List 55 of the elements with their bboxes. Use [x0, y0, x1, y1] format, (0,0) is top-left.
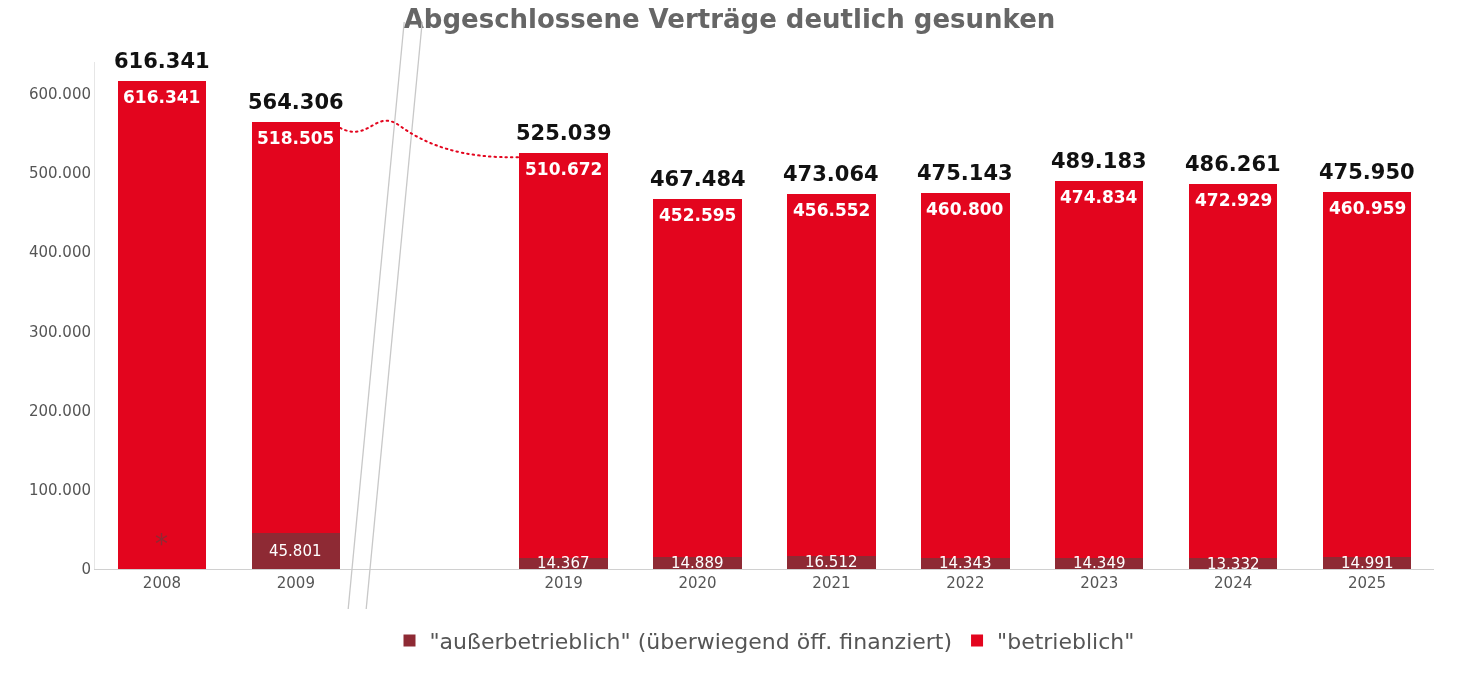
total-label: 486.261 — [1185, 152, 1281, 176]
bar — [1055, 181, 1144, 558]
data-label: 14.343 — [939, 554, 992, 572]
bar — [1188, 183, 1278, 559]
data-label: 510.672 — [525, 159, 603, 179]
data-label: 13.332 — [1207, 555, 1260, 573]
data-label: 616.341 — [123, 87, 201, 107]
x-tick-label: 2021 — [812, 574, 851, 592]
legend-label: "betrieblich" — [997, 629, 1135, 655]
total-label: 489.183 — [1051, 149, 1147, 173]
annotation: * — [155, 529, 168, 559]
bar — [787, 194, 876, 556]
x-tick-label: 2008 — [142, 574, 182, 592]
x-tick-label: 2025 — [1347, 574, 1387, 592]
y-tick-label: 500.000 — [28, 164, 91, 183]
y-tick-label: 100.000 — [28, 481, 91, 500]
data-label: 14.991 — [1341, 554, 1394, 572]
total-label: 525.039 — [516, 121, 612, 145]
data-label: 474.834 — [1060, 187, 1138, 207]
data-label: 456.552 — [793, 200, 871, 220]
y-tick-label: 400.000 — [28, 243, 91, 262]
legend-label: "außerbetrieblich" (überwiegend öff. finanziert) — [429, 629, 953, 655]
total-label: 616.341 — [114, 49, 210, 73]
data-label: 45.801 — [269, 542, 322, 560]
y-tick-label: 0 — [81, 560, 91, 579]
total-label: 467.484 — [650, 167, 746, 191]
bar — [653, 198, 742, 558]
total-label: 473.064 — [783, 162, 879, 186]
total-label: 475.950 — [1319, 160, 1415, 184]
x-tick-label: 2009 — [276, 574, 315, 592]
data-label: 452.595 — [659, 205, 737, 225]
bar — [117, 80, 207, 569]
bar — [251, 121, 341, 533]
x-tick-label: 2024 — [1214, 574, 1253, 592]
bar — [519, 153, 608, 558]
total-label: 475.143 — [917, 161, 1013, 185]
x-tick-label: 2023 — [1080, 574, 1119, 592]
x-tick-label: 2022 — [946, 574, 985, 592]
data-label: 518.505 — [257, 128, 335, 148]
x-tick-label: 2020 — [678, 574, 717, 592]
y-tick-label: 200.000 — [28, 401, 91, 420]
chart-title: Abgeschlossene Verträge deutlich gesunken — [403, 4, 1056, 35]
data-label: 14.367 — [537, 554, 590, 572]
bar — [1322, 191, 1412, 558]
total-label: 564.306 — [248, 90, 344, 114]
data-label: 472.929 — [1195, 190, 1273, 210]
data-label: 14.889 — [671, 554, 724, 572]
data-label: 460.959 — [1329, 198, 1407, 218]
y-tick-label: 300.000 — [28, 322, 91, 341]
bar — [921, 192, 1010, 558]
data-label: 16.512 — [805, 553, 858, 571]
y-tick-label: 600.000 — [28, 84, 91, 103]
data-label: 460.800 — [926, 199, 1004, 219]
data-label: 14.349 — [1073, 554, 1126, 572]
x-tick-label: 2019 — [544, 574, 583, 592]
